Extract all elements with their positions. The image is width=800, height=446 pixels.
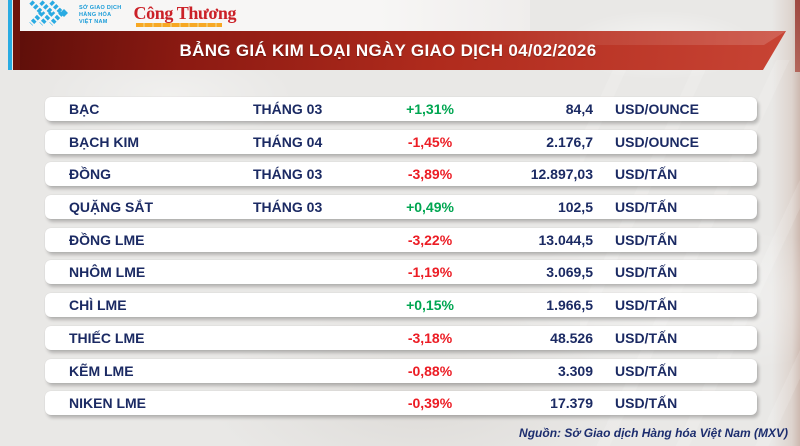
commodity-name: CHÌ LME [69, 297, 127, 314]
price-value: 102,5 [557, 199, 593, 216]
table-row: NHÔM LME -1,19% 3.069,5 USD/TẤN [45, 260, 757, 285]
commodity-name: BẠCH KIM [69, 133, 139, 150]
change-percent: -1,19% [407, 264, 453, 281]
mxv-org-line: VIỆT NAM [79, 18, 108, 25]
change-percent: -3,18% [407, 329, 453, 346]
table-row: BẠC THÁNG 03 +1,31% 84,4 USD/OUNCE [45, 97, 757, 121]
source-attribution: Nguồn: Sở Giao dịch Hàng hóa Việt Nam (M… [519, 426, 788, 440]
commodity-name: QUẶNG SẮT [69, 199, 153, 216]
mxv-chevrons-icon [28, 0, 74, 31]
commodity-name: BẠC [69, 101, 100, 117]
price-unit: USD/TẤN [615, 199, 678, 216]
contract-month: THÁNG 04 [253, 133, 323, 150]
commodity-name: ĐỒNG [69, 166, 111, 183]
congthuong-logo: Công Thương [134, 4, 237, 27]
change-percent: +1,31% [406, 101, 454, 117]
price-value: 13.044,5 [538, 231, 594, 248]
table-row: QUẶNG SẮT THÁNG 03 +0,49% 102,5 USD/TẤN [45, 195, 757, 220]
commodity-name: NIKEN LME [69, 395, 146, 412]
table-row: CHÌ LME +0,15% 1.966,5 USD/TẤN [45, 293, 757, 318]
price-value: 2.176,7 [546, 133, 593, 150]
price-unit: USD/TẤN [615, 264, 678, 281]
mxv-org-line: SỞ GIAO DỊCH [79, 5, 122, 12]
contract-month: THÁNG 03 [253, 166, 323, 183]
price-value: 3.069,5 [546, 264, 593, 281]
table-row: NIKEN LME -0,39% 17.379 USD/TẤN [45, 391, 757, 416]
commodity-name: NHÔM LME [69, 264, 146, 281]
price-value: 48.526 [550, 329, 593, 346]
commodity-name: THIẾC LME [69, 329, 145, 346]
page-title: BẢNG GIÁ KIM LOẠI NGÀY GIAO DỊCH 04/02/2… [179, 41, 597, 60]
commodity-name: KẼM LME [69, 362, 134, 379]
change-percent: -3,22% [407, 231, 453, 248]
mxv-org-line: HÀNG HÓA [79, 12, 112, 19]
change-percent: -3,89% [407, 166, 453, 183]
header-logo-bar: SỞ GIAO DỊCH HÀNG HÓA VIỆT NAM Công Thươ… [20, 0, 530, 31]
change-percent: -1,45% [407, 133, 453, 150]
change-percent: -0,88% [407, 362, 453, 379]
table-row: BẠCH KIM THÁNG 04 -1,45% 2.176,7 USD/OUN… [45, 129, 757, 154]
congthuong-wordmark: Công Thương [133, 3, 237, 23]
price-unit: USD/TẤN [615, 297, 678, 314]
change-percent: -0,39% [407, 395, 453, 412]
price-value: 17.379 [550, 395, 593, 412]
price-unit: USD/TẤN [615, 231, 678, 248]
background-photo-edge [795, 0, 800, 72]
price-unit: USD/OUNCE [615, 133, 700, 150]
price-unit: USD/TẤN [615, 329, 678, 346]
table-row: ĐỒNG THÁNG 03 -3,89% 12.897,03 USD/TẤN [45, 162, 757, 187]
commodity-name: ĐỒNG LME [69, 231, 145, 248]
left-maroon-stripe [13, 0, 20, 70]
price-unit: USD/TẤN [615, 362, 678, 379]
table-row: KẼM LME -0,88% 3.309 USD/TẤN [45, 358, 757, 383]
congthuong-tagline-bar [135, 23, 222, 27]
contract-month: THÁNG 03 [253, 199, 323, 216]
title-banner: BẢNG GIÁ KIM LOẠI NGÀY GIAO DỊCH 04/02/2… [20, 31, 786, 70]
contract-month: THÁNG 03 [253, 101, 323, 117]
mxv-org-name: SỞ GIAO DỊCH HÀNG HÓA VIỆT NAM [79, 5, 122, 25]
change-percent: +0,15% [406, 297, 454, 314]
price-value: 3.309 [557, 362, 593, 379]
price-unit: USD/TẤN [615, 166, 678, 183]
price-table: BẠC THÁNG 03 +1,31% 84,4 USD/OUNCE BẠCH … [45, 97, 757, 424]
price-unit: USD/OUNCE [615, 101, 700, 117]
table-row: THIẾC LME -3,18% 48.526 USD/TẤN [45, 325, 757, 350]
price-unit: USD/TẤN [615, 395, 678, 412]
change-percent: +0,49% [406, 199, 454, 216]
price-value: 1.966,5 [546, 297, 593, 314]
price-value: 84,4 [565, 101, 593, 117]
left-blue-stripe [8, 0, 12, 70]
price-value: 12.897,03 [530, 166, 593, 183]
table-row: ĐỒNG LME -3,22% 13.044,5 USD/TẤN [45, 227, 757, 252]
